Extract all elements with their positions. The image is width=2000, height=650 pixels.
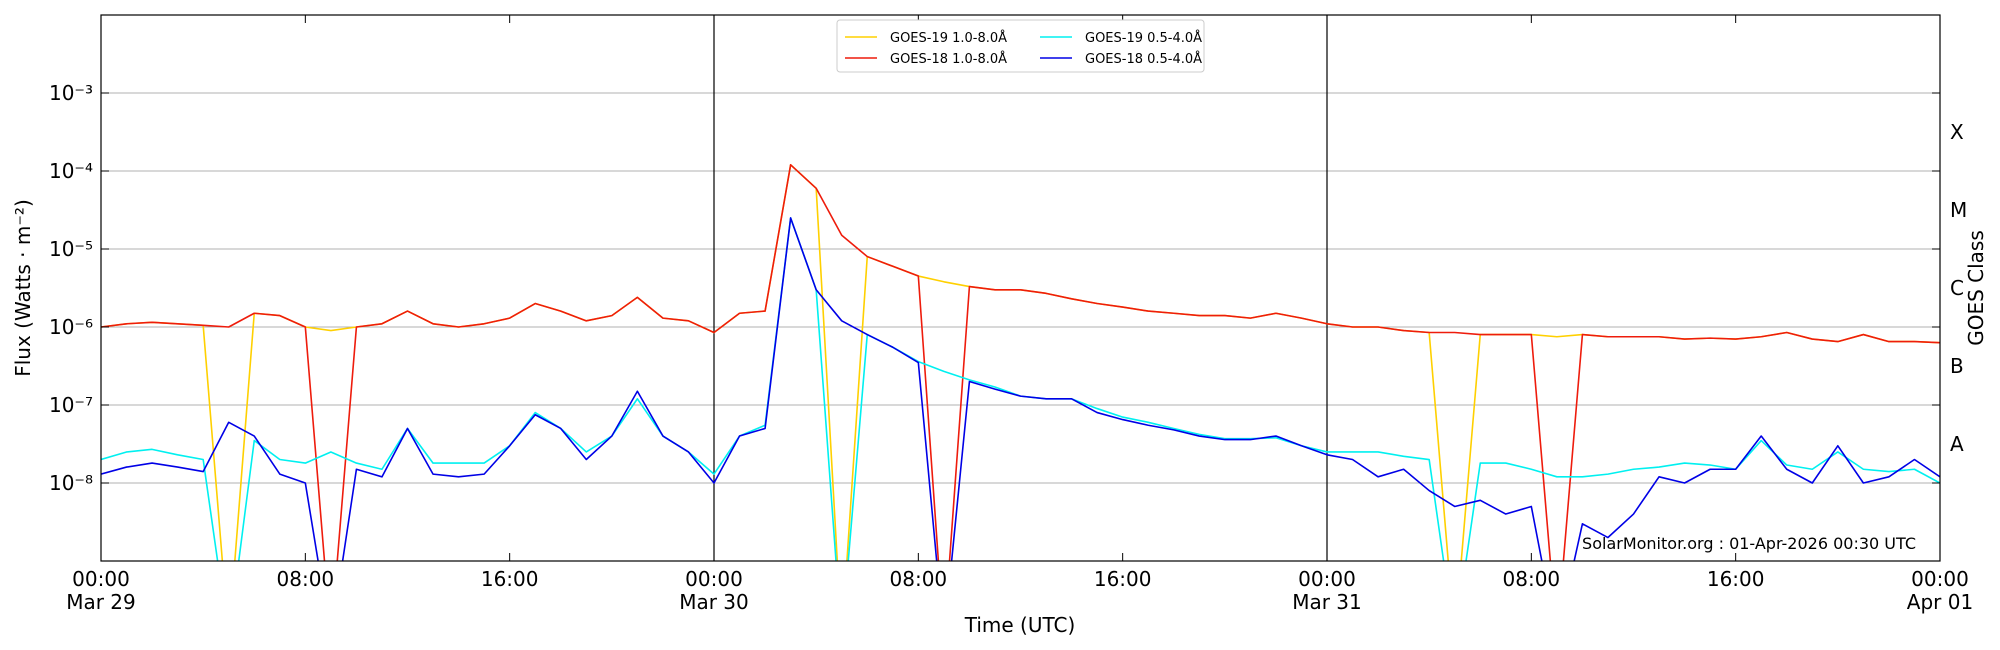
y-tick-label: 10⁻⁵ bbox=[49, 237, 93, 261]
series-line bbox=[101, 164, 1940, 561]
y2-tick-label: C bbox=[1950, 276, 1964, 300]
plot-frame bbox=[100, 14, 1941, 562]
y-axis-label: Flux (Watts · m⁻²) bbox=[11, 199, 35, 377]
x-tick-label: 00:00 Mar 29 bbox=[66, 567, 136, 614]
ticks: 10⁻⁸ 10⁻⁷ 10⁻⁶ 10⁻⁵ 10⁻⁴ 10⁻³ A B C M X 00:00 Mar 29… bbox=[49, 15, 1973, 614]
legend: GOES-19 1.0-8.0Å GOES-18 1.0-8.0Å GOES-19 … bbox=[836, 19, 1205, 73]
y2-tick-label: X bbox=[1950, 120, 1964, 144]
x-axis-label: Time (UTC) bbox=[964, 613, 1076, 637]
legend-label: GOES-18 0.5-4.0Å bbox=[1085, 51, 1202, 67]
plot-area bbox=[101, 164, 1940, 561]
y2-tick-label: B bbox=[1950, 354, 1964, 378]
x-tick-label: 16:00 bbox=[1707, 567, 1765, 591]
y-tick-label: 10⁻⁷ bbox=[49, 393, 93, 417]
y-tick-label: 10⁻⁴ bbox=[49, 159, 93, 183]
grid bbox=[101, 15, 1940, 561]
y2-axis-label: GOES Class bbox=[1964, 230, 1988, 346]
x-tick-label: 08:00 bbox=[890, 567, 948, 591]
x-tick-label: 08:00 bbox=[1503, 567, 1561, 591]
legend-label: GOES-19 0.5-4.0Å bbox=[1085, 30, 1202, 46]
legend-box bbox=[836, 19, 1205, 73]
x-tick-label: 16:00 bbox=[481, 567, 539, 591]
series-line bbox=[101, 164, 1940, 561]
x-tick-label: 16:00 bbox=[1094, 567, 1152, 591]
x-tick-label: 00:00 Mar 30 bbox=[679, 567, 749, 614]
y-tick-label: 10⁻⁶ bbox=[49, 315, 93, 339]
legend-label: GOES-19 1.0-8.0Å bbox=[890, 30, 1007, 46]
x-tick-label: 08:00 bbox=[277, 567, 335, 591]
x-tick-label: 00:00 Mar 31 bbox=[1292, 567, 1362, 614]
legend-label: GOES-18 1.0-8.0Å bbox=[890, 51, 1007, 67]
x-tick-label: 00:00 Apr 01 bbox=[1907, 567, 1973, 614]
annotation: SolarMonitor.org : 01-Apr-2026 00:30 UTC bbox=[1582, 534, 1916, 553]
series-line bbox=[101, 217, 1940, 561]
y-tick-label: 10⁻⁸ bbox=[49, 471, 93, 495]
y2-tick-label: M bbox=[1950, 198, 1967, 222]
series-line bbox=[101, 217, 1940, 561]
y-tick-label: 10⁻³ bbox=[49, 81, 93, 105]
y2-tick-label: A bbox=[1950, 432, 1964, 456]
